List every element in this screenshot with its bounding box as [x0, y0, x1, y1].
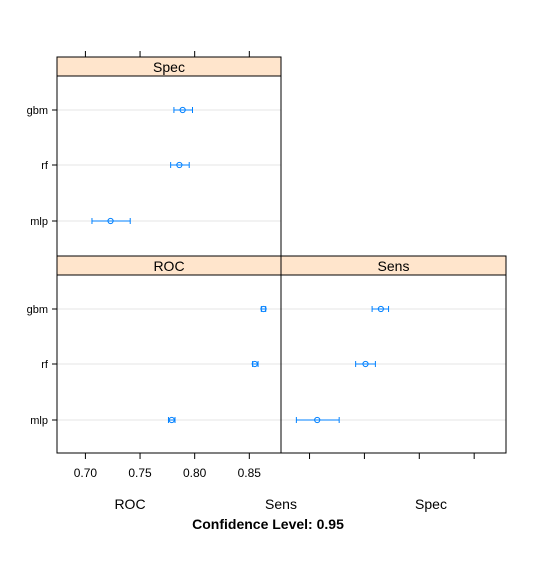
- panels-group: Spec gbm rf mlp ROC gbm rf mlp Sens: [27, 56, 507, 454]
- xtick-label-roc-2: 0.80: [183, 466, 207, 480]
- point-group-sens-mlp: [295, 416, 340, 424]
- point-marker-roc-rf: [251, 360, 258, 368]
- xlabel-roc: ROC: [114, 496, 145, 512]
- ytick-label-roc-gbm: gbm: [27, 304, 48, 316]
- axes-group: 0.70 0.75 0.80 0.85: [74, 51, 475, 480]
- strip-label-sens: Sens: [378, 258, 410, 274]
- panel-sens: Sens: [280, 255, 507, 454]
- point-marker-spec-mlp: [107, 217, 114, 225]
- xtick-label-roc-3: 0.85: [238, 466, 262, 480]
- ytick-label-spec-gbm: gbm: [27, 105, 48, 117]
- point-group-spec-rf: [170, 161, 190, 169]
- ytick-label-roc-rf: rf: [41, 359, 49, 371]
- point-group-roc-gbm: [260, 305, 267, 313]
- ytick-label-spec-rf: rf: [41, 160, 49, 172]
- panel-roc: ROC gbm rf mlp: [27, 255, 282, 454]
- panel-spec: Spec gbm rf mlp: [27, 56, 282, 257]
- point-group-roc-rf: [251, 360, 259, 368]
- panel-frame-roc: [56, 255, 282, 454]
- strip-label-roc: ROC: [153, 258, 184, 274]
- point-marker-sens-gbm: [377, 305, 384, 313]
- point-group-spec-gbm: [173, 106, 193, 114]
- ytick-label-spec-mlp: mlp: [30, 216, 48, 228]
- bottom-labels-group: ROC Sens Spec Confidence Level: 0.95: [114, 496, 447, 532]
- point-marker-spec-rf: [176, 161, 183, 169]
- point-marker-sens-rf: [362, 360, 369, 368]
- xtick-label-roc-1: 0.75: [128, 466, 152, 480]
- point-marker-sens-mlp: [314, 416, 321, 424]
- panel-frame-spec: [56, 56, 282, 257]
- strip-label-spec: Spec: [153, 59, 185, 75]
- ytick-label-roc-mlp: mlp: [30, 415, 48, 427]
- point-marker-spec-gbm: [179, 106, 186, 114]
- xtick-label-roc-0: 0.70: [74, 466, 98, 480]
- caption: Confidence Level: 0.95: [192, 516, 344, 532]
- point-group-sens-gbm: [371, 305, 390, 313]
- xlabel-sens: Sens: [265, 496, 297, 512]
- xlabel-spec: Spec: [415, 496, 447, 512]
- point-marker-roc-gbm: [260, 305, 267, 313]
- point-marker-roc-mlp: [168, 416, 175, 424]
- panel-frame-sens: [280, 255, 507, 454]
- point-group-sens-rf: [355, 360, 376, 368]
- point-group-roc-mlp: [167, 416, 176, 424]
- point-group-spec-mlp: [91, 217, 131, 225]
